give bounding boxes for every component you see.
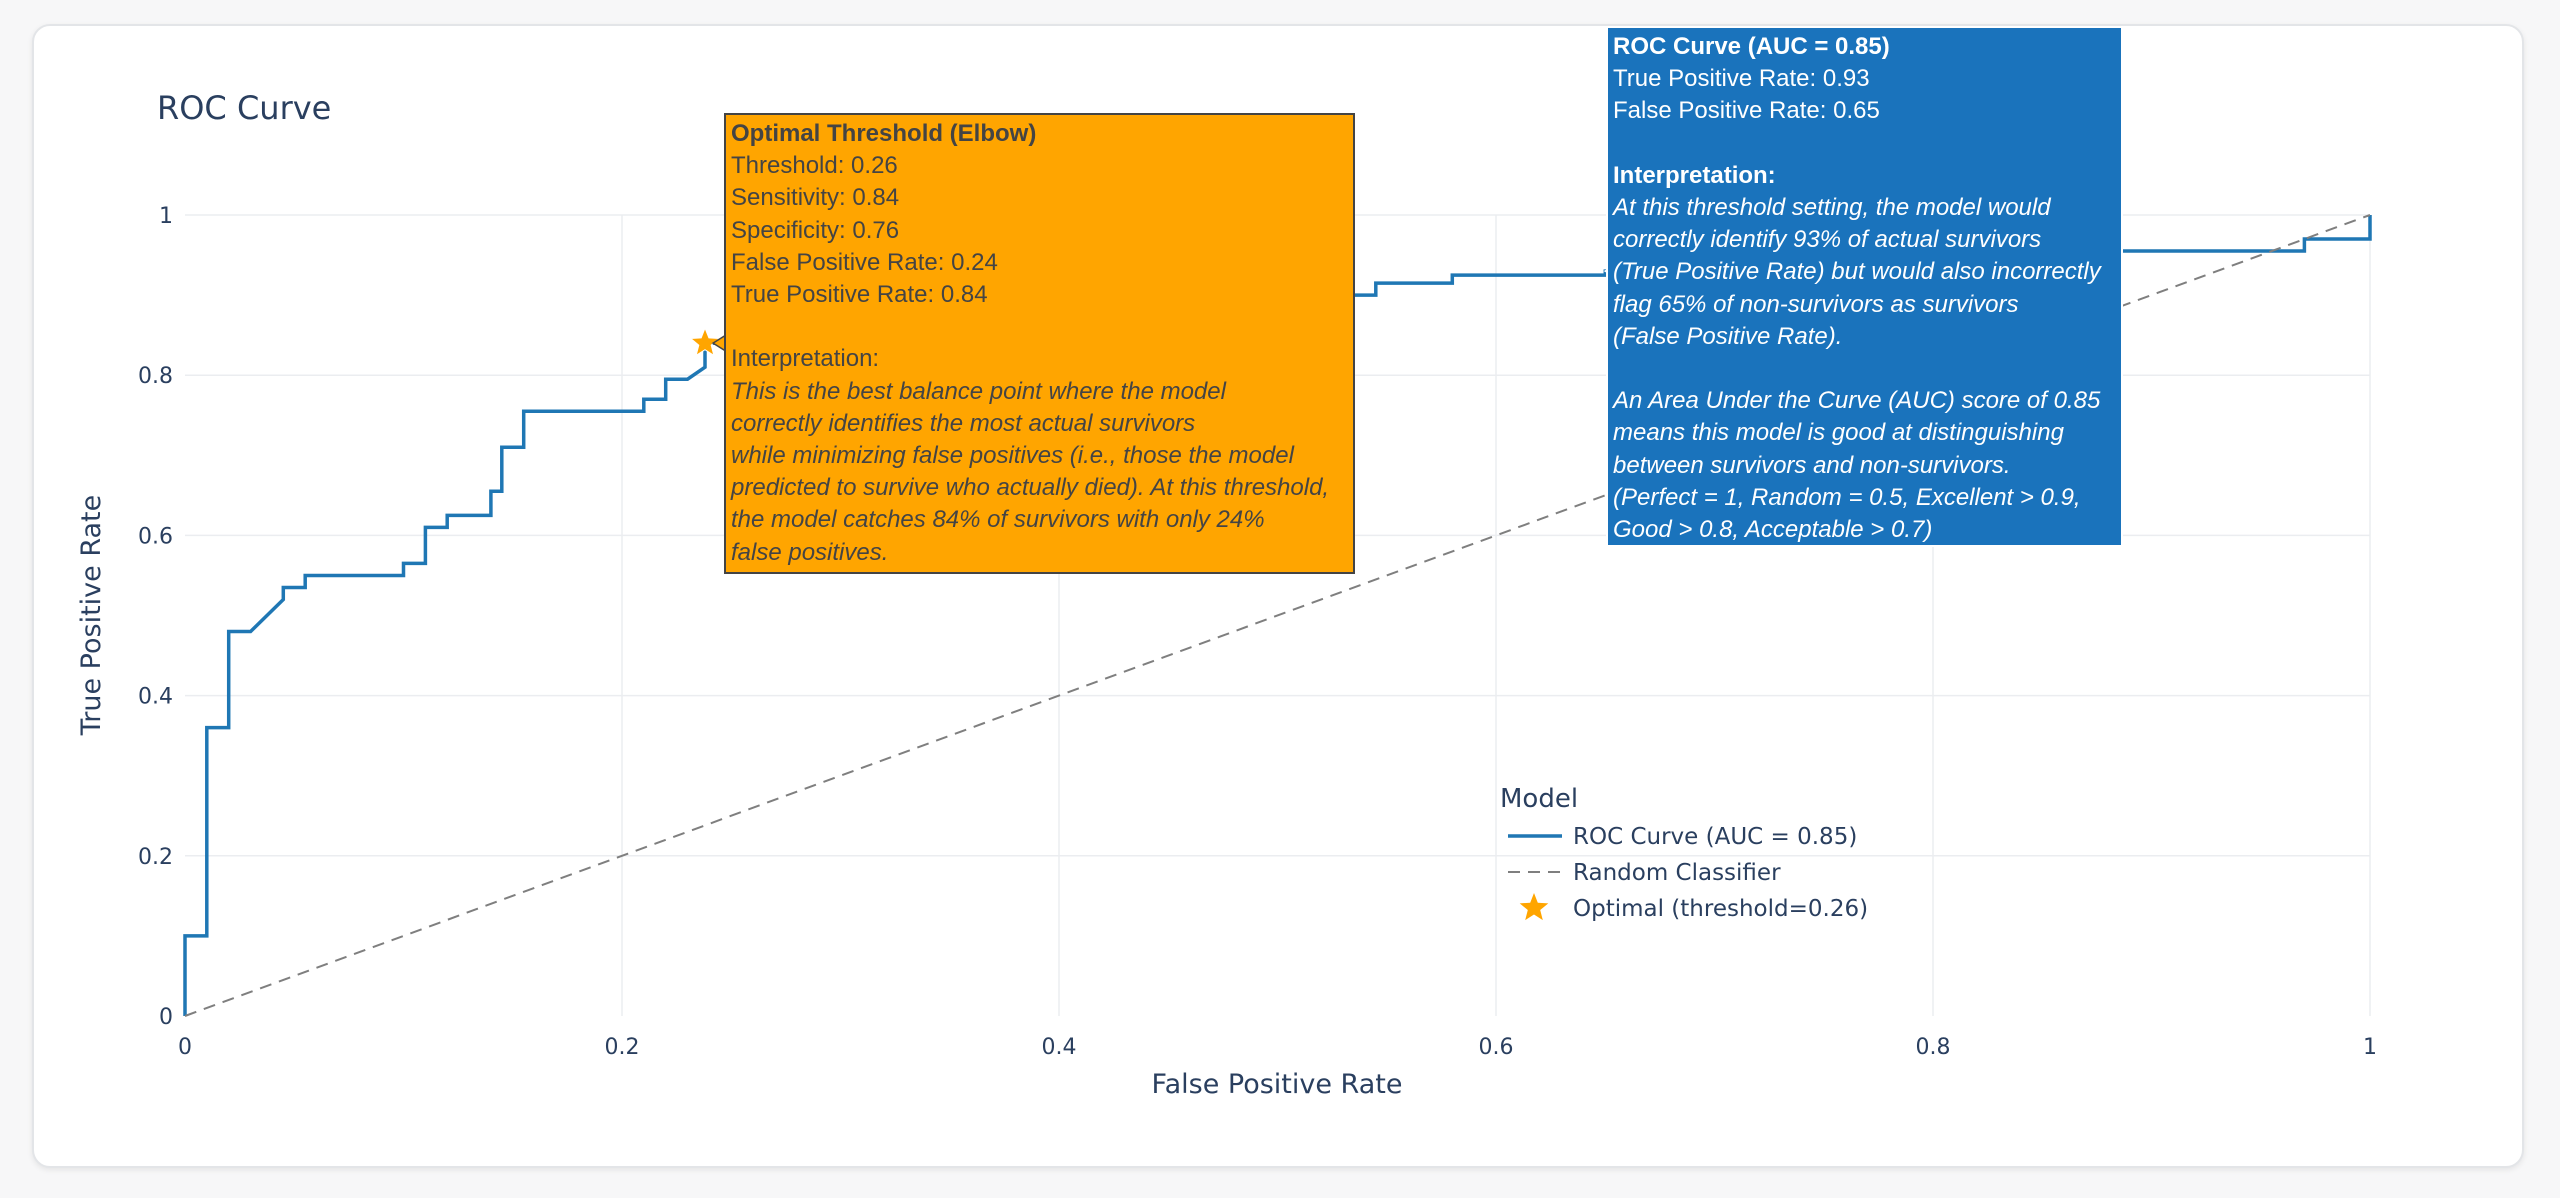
x-tick-label: 0.8 — [1916, 1035, 1951, 1060]
tooltip-title: Optimal Threshold (Elbow) — [731, 120, 1037, 147]
tooltip-line: True Positive Rate: 0.84 — [731, 281, 988, 309]
tooltip-interp-line: This is the best balance point where the… — [731, 377, 1226, 405]
tooltip-line: Threshold: 0.26 — [731, 152, 898, 180]
x-tick-label: 0.2 — [605, 1035, 640, 1060]
legend-label: Random Classifier — [1573, 860, 1781, 886]
tooltip-interp-line: the model catches 84% of survivors with … — [731, 506, 1265, 534]
roc-curve-line — [183, 215, 2372, 1016]
x-tick-label: 0 — [178, 1035, 192, 1060]
tooltip-interp-line: false positives. — [731, 538, 889, 566]
tooltip-auc-line: between survivors and non-survivors. — [1613, 451, 2011, 479]
tooltip-line: Specificity: 0.76 — [731, 216, 900, 244]
tooltip-interp-line: correctly identifies the most actual sur… — [731, 409, 1196, 437]
tooltip-line: Sensitivity: 0.84 — [731, 184, 900, 212]
tooltip-auc-line: Good > 0.8, Acceptable > 0.7) — [1613, 516, 1933, 544]
tooltip-title: ROC Curve (AUC = 0.85) — [1613, 33, 1890, 60]
tooltip-line: False Positive Rate: 0.24 — [731, 248, 998, 276]
legend-label: Optimal (threshold=0.26) — [1573, 896, 1868, 922]
tooltip-auc-line: An Area Under the Curve (AUC) score of 0… — [1613, 387, 2101, 415]
optimal-point-marker — [689, 326, 721, 357]
y-tick-label: 0.2 — [138, 845, 173, 870]
y-tick-label: 0 — [159, 1005, 173, 1030]
tooltip-interp-line: predicted to survive who actually died).… — [731, 474, 1330, 502]
legend-star-icon — [1519, 893, 1549, 921]
y-tick-label: 0.8 — [138, 364, 173, 389]
tooltip-interp-line: while minimizing false positives (i.e., … — [731, 442, 1294, 470]
tooltip-interp-line: flag 65% of non-survivors as survivors — [1613, 290, 2019, 318]
optimal-threshold-tooltip: Optimal Threshold (Elbow) Threshold: 0.2… — [724, 113, 1355, 574]
tooltip-auc-line: means this model is good at distinguishi… — [1613, 419, 2064, 447]
tooltip-interp-label: Interpretation: — [1613, 161, 1776, 189]
tooltip-interp-line: correctly identify 93% of actual survivo… — [1613, 226, 2042, 254]
tooltip-interp-label: Interpretation: — [731, 345, 880, 373]
x-tick-label: 1 — [2363, 1035, 2377, 1060]
roc-curve-tooltip: ROC Curve (AUC = 0.85) True Positive Rat… — [1606, 26, 2123, 547]
y-tick-label: 0.6 — [138, 524, 173, 549]
random-classifier-line — [184, 214, 2371, 1017]
y-tick-label: 0.4 — [138, 685, 173, 710]
x-axis-label: False Positive Rate — [1152, 1069, 1403, 1100]
tooltip-line: True Positive Rate: 0.93 — [1613, 65, 1870, 93]
tooltip-auc-line: (Perfect = 1, Random = 0.5, Excellent > … — [1613, 483, 2081, 511]
tooltip-line: False Positive Rate: 0.65 — [1613, 97, 1880, 125]
tooltip-interp-line: (False Positive Rate). — [1613, 322, 1843, 350]
tooltip-interp-line: At this threshold setting, the model wou… — [1613, 194, 2051, 221]
legend[interactable]: Model ROC Curve (AUC = 0.85) Random Classi… — [1500, 784, 1868, 922]
y-tick-label: 1 — [159, 204, 173, 229]
x-tick-label: 0.4 — [1042, 1035, 1077, 1060]
y-axis-label: True Positive Rate — [76, 495, 107, 737]
legend-item[interactable]: Random Classifier — [1508, 860, 1781, 886]
legend-item[interactable]: Optimal (threshold=0.26) — [1519, 893, 1868, 922]
tooltip-interp-line: (True Positive Rate) but would also inco… — [1613, 258, 2101, 286]
legend-label: ROC Curve (AUC = 0.85) — [1573, 824, 1857, 850]
chart-title: ROC Curve — [157, 89, 331, 127]
legend-title: Model — [1500, 784, 1578, 814]
x-tick-label: 0.6 — [1479, 1035, 1514, 1060]
legend-item[interactable]: ROC Curve (AUC = 0.85) — [1508, 824, 1857, 850]
tick-labels: 0 0.2 0.4 0.6 0.8 1 0 0.2 0.4 0.6 0.8 1 — [138, 204, 2377, 1060]
series-layer — [183, 214, 2372, 1017]
